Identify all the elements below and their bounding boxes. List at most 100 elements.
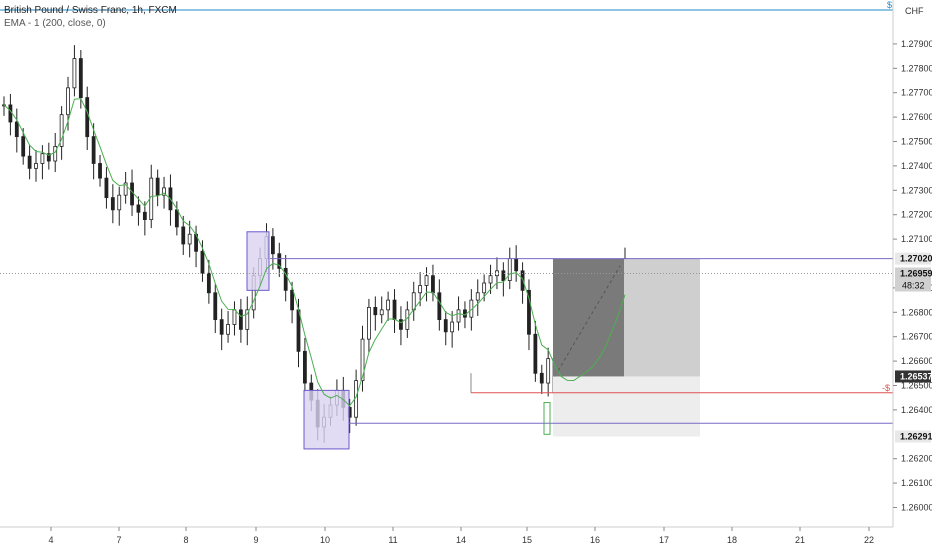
y-tick-label: 1.26500 xyxy=(901,380,932,390)
symbol-title[interactable]: British Pound / Swiss Franc, 1h, FXCM xyxy=(4,5,177,16)
price-axis[interactable]: 1.27900 1.27800 1.27700 1.27600 1.27500 1.274… xyxy=(882,0,932,550)
current-price-tag-bg xyxy=(895,267,931,292)
candle xyxy=(245,296,250,346)
candle-body xyxy=(302,350,307,384)
candle xyxy=(546,347,551,397)
candle-body xyxy=(142,211,147,220)
signal-marker xyxy=(543,402,551,435)
candle-body xyxy=(226,324,230,335)
chart-legend: British Pound / Swiss Franc, 1h, FXCM EM… xyxy=(4,4,177,30)
candle-body xyxy=(290,289,294,311)
y-tick-label: 1.26700 xyxy=(901,332,932,342)
x-tick-label: 21 xyxy=(795,535,805,545)
candle xyxy=(110,184,115,224)
entry-price-tag-bg xyxy=(895,370,931,383)
y-tick-label: 1.27300 xyxy=(901,185,932,195)
candle-body xyxy=(392,299,397,321)
candle-body xyxy=(450,321,455,333)
y-tick-label: 1.26400 xyxy=(901,405,932,415)
candle xyxy=(437,279,442,331)
candle-body xyxy=(296,309,301,352)
candle xyxy=(514,245,519,282)
candle-body xyxy=(527,289,531,335)
candle xyxy=(450,311,455,348)
candle xyxy=(475,279,480,316)
candle-body xyxy=(123,182,128,196)
candle-body xyxy=(533,333,538,374)
candle xyxy=(405,301,410,338)
x-tick-label: 17 xyxy=(659,535,669,545)
candle-body xyxy=(155,177,160,196)
candle-body xyxy=(117,194,122,211)
candle-body xyxy=(72,58,77,89)
candle xyxy=(226,311,230,343)
candle-body xyxy=(539,372,544,384)
x-tick-label: 7 xyxy=(116,535,121,545)
candle-body xyxy=(379,309,384,316)
candle-body xyxy=(181,226,186,245)
profit-zone xyxy=(553,258,624,377)
demand-zone xyxy=(303,389,350,450)
candle xyxy=(155,169,160,207)
candle xyxy=(302,337,307,392)
entry-price-tag: 1.26537 xyxy=(900,371,932,381)
y-tick-label: 1.27400 xyxy=(901,161,932,171)
x-tick-label: 9 xyxy=(253,535,258,545)
y-tick-label: 1.27800 xyxy=(901,63,932,73)
candle-body xyxy=(78,58,83,98)
candle-body xyxy=(21,136,26,157)
y-tick-label: 1.27700 xyxy=(901,88,932,98)
candle xyxy=(277,242,282,277)
y-tick-label: 1.27600 xyxy=(901,112,932,122)
candle-body xyxy=(136,204,141,213)
candle-body xyxy=(283,267,288,291)
x-tick-label: 14 xyxy=(456,535,466,545)
candle xyxy=(181,215,186,255)
candle xyxy=(142,201,147,236)
indicator-label[interactable]: EMA - 1 (200, close, 0) xyxy=(4,18,106,29)
stop-price-tag: 1.26291 xyxy=(900,431,932,441)
candle-body xyxy=(424,275,429,286)
current-price-tag-countdown: 48:32 xyxy=(902,281,925,291)
candle xyxy=(98,154,102,187)
candle-body xyxy=(219,319,224,335)
candle xyxy=(290,281,294,324)
candle xyxy=(46,142,51,170)
candle xyxy=(8,93,13,136)
candle xyxy=(539,364,544,395)
chart-overlays xyxy=(0,9,893,450)
candle xyxy=(379,296,384,324)
y-tick-label: 1.26200 xyxy=(901,454,932,464)
candle-body xyxy=(104,177,109,199)
candle xyxy=(283,254,288,302)
candle xyxy=(136,196,141,226)
candle xyxy=(219,308,224,351)
time-axis[interactable]: 4 7 8 9 10 11 14 15 16 17 18 21 22 xyxy=(0,526,893,545)
candle xyxy=(34,150,38,182)
candle xyxy=(411,281,416,321)
candle-body xyxy=(482,282,487,294)
candle-body xyxy=(405,309,410,330)
candle-body xyxy=(437,292,442,321)
candle xyxy=(117,186,122,226)
candle-body xyxy=(443,319,448,333)
candle xyxy=(507,247,512,290)
candle xyxy=(59,106,64,160)
x-tick-label: 8 xyxy=(183,535,188,545)
stop-dollar-marker: -$ xyxy=(882,383,890,393)
candle xyxy=(27,145,32,180)
candle-body xyxy=(110,197,115,211)
candle-body xyxy=(40,153,45,164)
candle-body xyxy=(431,275,435,294)
candle-body xyxy=(373,307,378,316)
profit-zone-extended xyxy=(624,258,700,377)
candle-body xyxy=(520,270,525,291)
currency-label: CHF xyxy=(905,6,924,16)
candle-body xyxy=(14,121,19,138)
candle xyxy=(213,284,218,334)
candle xyxy=(85,86,90,151)
candle-body xyxy=(245,309,250,330)
trade-path xyxy=(557,265,621,372)
current-price-tag: 1.26959 xyxy=(900,269,932,279)
